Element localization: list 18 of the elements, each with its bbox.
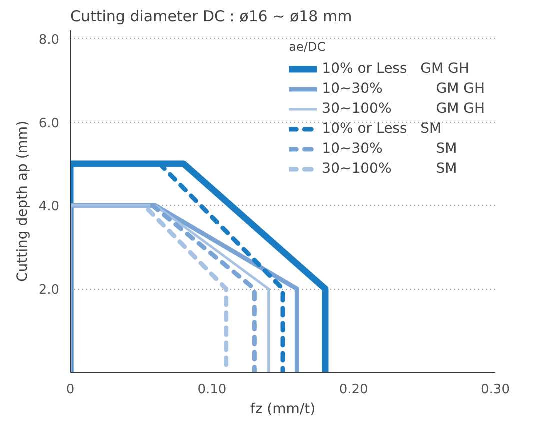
x-tick-label: 0.30 <box>481 382 510 398</box>
y-axis-title: Cutting depth ap (mm) <box>14 120 31 282</box>
chart-title: Cutting diameter DC : ø16 ~ ø18 mm <box>70 8 352 26</box>
legend-title: ae/DC <box>289 40 327 54</box>
y-tick-label: 6.0 <box>38 116 60 132</box>
y-tick-label: 2.0 <box>38 283 60 298</box>
legend-label: 30~100% GM GH <box>322 101 485 117</box>
legend-label: 10% or Less SM <box>322 121 442 137</box>
x-tick-label: 0.10 <box>198 382 227 398</box>
x-tick-label: 0 <box>66 382 75 398</box>
legend-label: 10~30% GM GH <box>322 81 485 97</box>
legend-label: 10% or Less GM GH <box>322 61 470 77</box>
legend-label: 30~100% SM <box>322 161 458 177</box>
x-axis-title: fz (mm/t) <box>250 402 316 418</box>
y-tick-label: 4.0 <box>38 200 60 215</box>
y-tick-label: 8.0 <box>38 32 60 48</box>
x-tick-label: 0.20 <box>339 382 368 398</box>
legend-label: 10~30% SM <box>322 141 458 157</box>
